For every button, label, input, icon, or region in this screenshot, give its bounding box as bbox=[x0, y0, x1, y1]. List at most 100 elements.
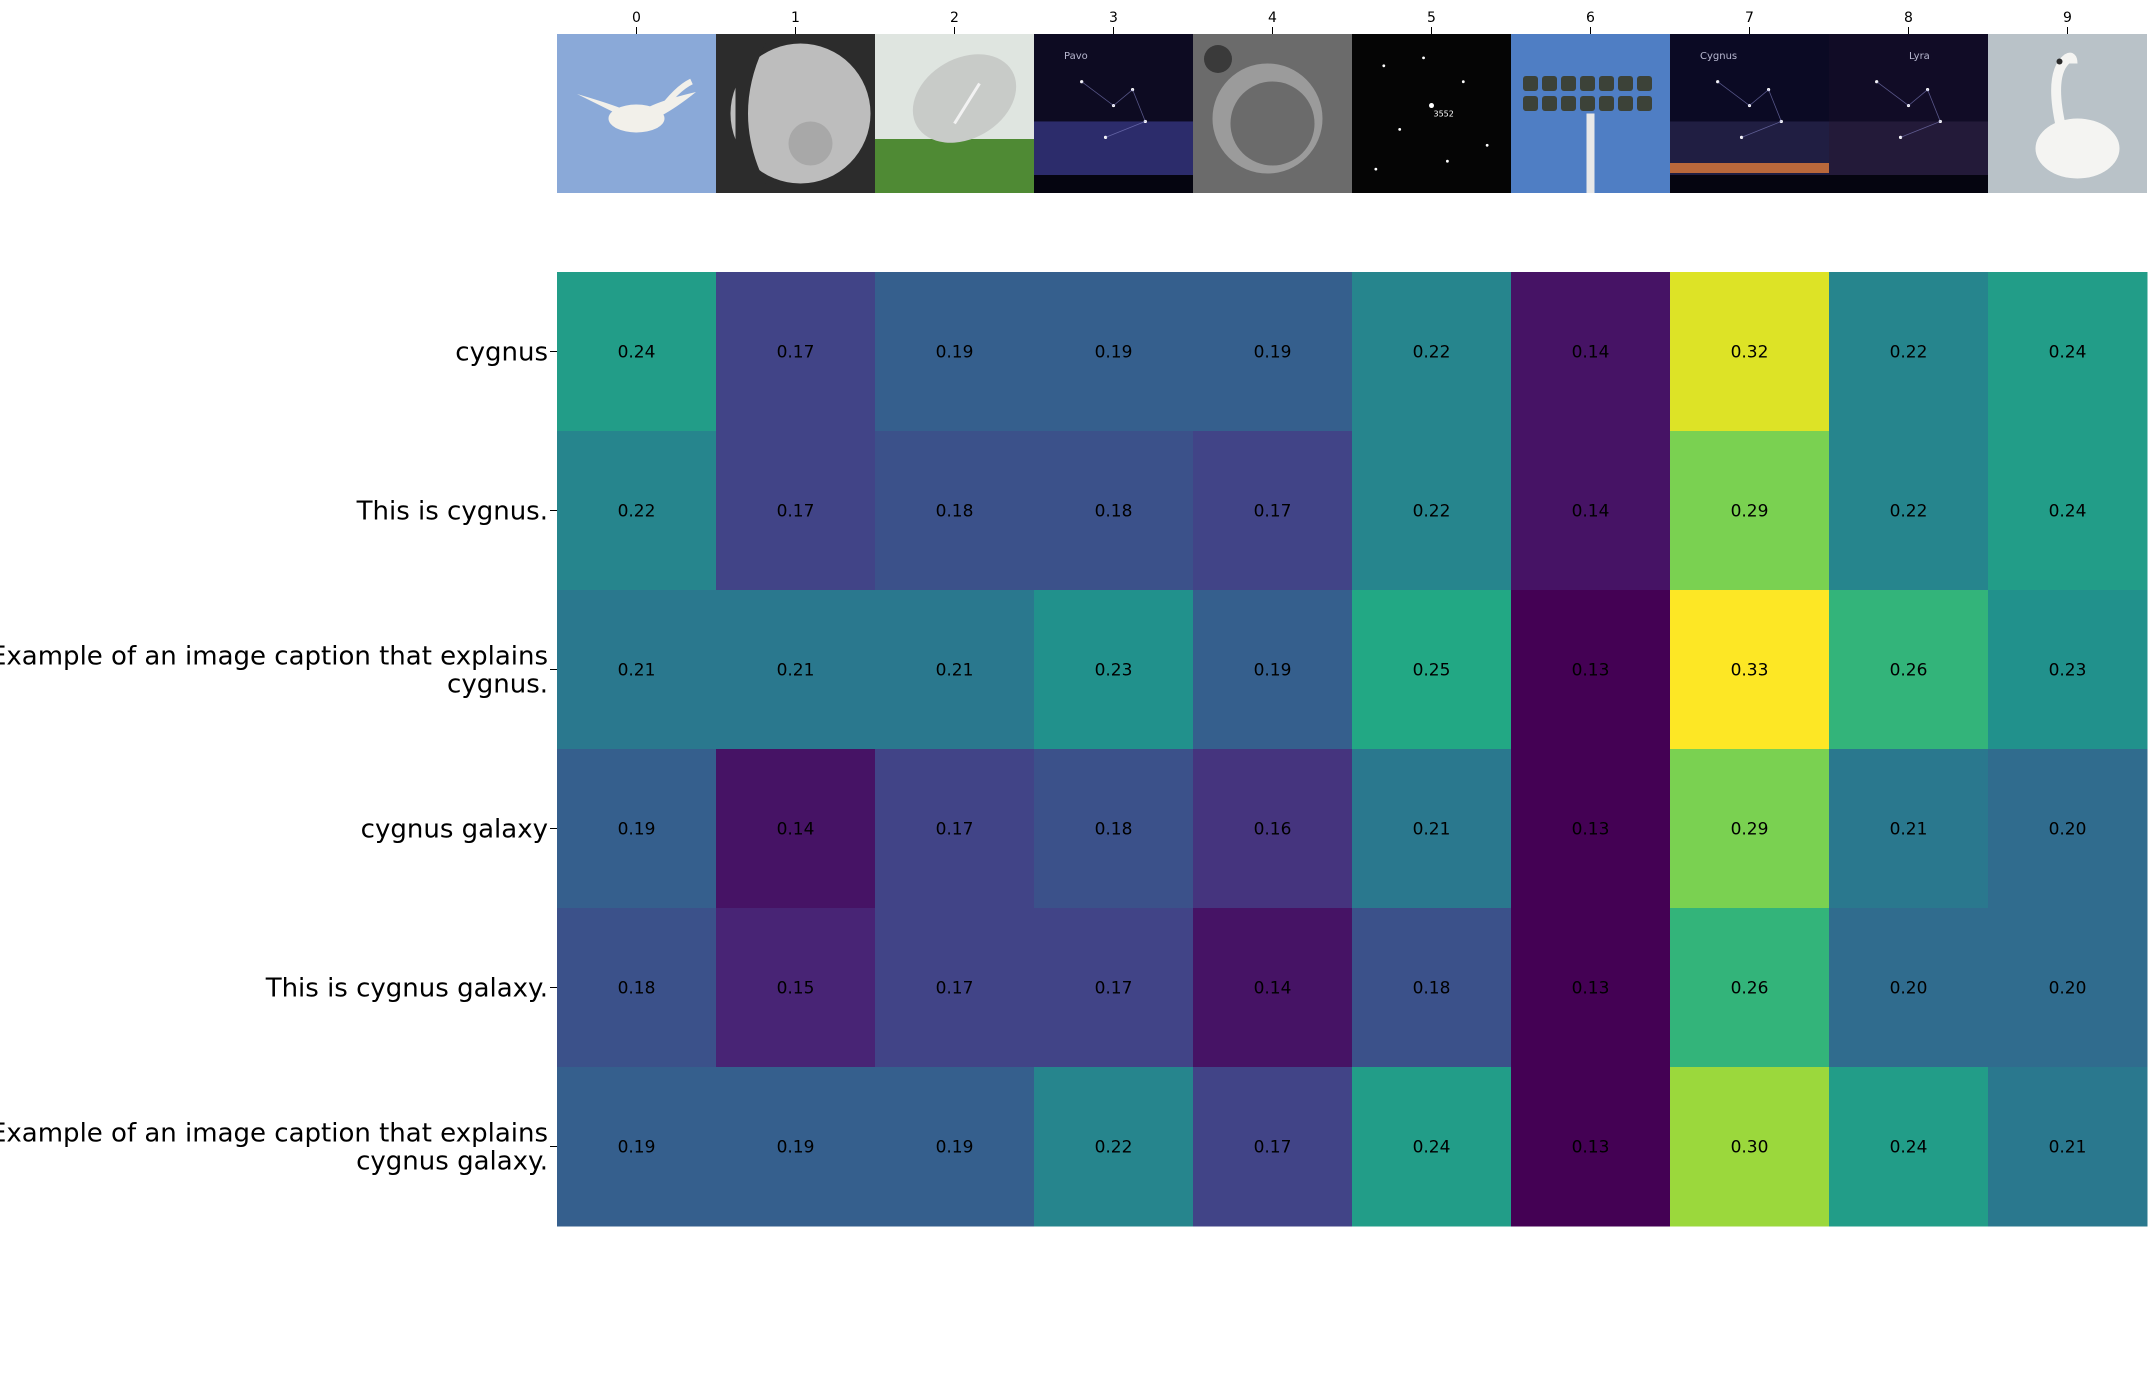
heatmap-cell bbox=[716, 1067, 876, 1227]
heatmap-cell bbox=[716, 431, 876, 591]
heatmap-cell bbox=[1829, 431, 1989, 591]
heatmap-cell bbox=[875, 749, 1035, 909]
heatmap-cell bbox=[1511, 749, 1671, 909]
image-thumbnail bbox=[557, 34, 716, 193]
heatmap-cell bbox=[1034, 431, 1194, 591]
heatmap-cell bbox=[1352, 590, 1512, 750]
floodlight-lamp-shape bbox=[1637, 76, 1652, 91]
cell-value-label: 0.13 bbox=[1572, 1138, 1610, 1158]
floodlight-lamp-shape bbox=[1561, 76, 1576, 91]
heatmap-cell bbox=[875, 431, 1035, 591]
heatmap-cell bbox=[557, 749, 717, 909]
cell-value-label: 0.18 bbox=[1095, 820, 1133, 840]
column-tick-label: 6 bbox=[1586, 10, 1595, 26]
cell-value-label: 0.14 bbox=[777, 820, 815, 840]
cell-value-label: 0.19 bbox=[1254, 343, 1292, 363]
heatmap-cell bbox=[557, 590, 717, 750]
column-tick-label: 7 bbox=[1745, 10, 1754, 26]
heatmap-cell bbox=[1670, 749, 1830, 909]
image-thumbnail-strip: Pavo 3552 Cygnus Lyra bbox=[557, 34, 2147, 193]
star-shape bbox=[1461, 80, 1465, 84]
cell-value-label: 0.21 bbox=[1413, 820, 1451, 840]
cell-value-label: 0.19 bbox=[936, 1138, 974, 1158]
heatmap-cell bbox=[1034, 1067, 1194, 1227]
cell-value-label: 0.17 bbox=[1254, 1138, 1292, 1158]
heatmap-cell bbox=[1829, 1067, 1989, 1227]
column-tick-label: 4 bbox=[1268, 10, 1277, 26]
row-tick-label: cygnus bbox=[455, 338, 548, 368]
light-pole-shape bbox=[1586, 113, 1595, 193]
cell-value-label: 0.24 bbox=[1413, 1138, 1451, 1158]
image-thumbnail: Pavo bbox=[1034, 34, 1193, 193]
swan-beak-shape bbox=[2056, 58, 2063, 65]
floodlight-lamp-shape bbox=[1523, 96, 1538, 111]
heatmap-cell bbox=[1988, 1067, 2148, 1227]
cell-value-label: 0.17 bbox=[936, 820, 974, 840]
ground-silhouette-shape bbox=[1670, 175, 1829, 193]
column-tick-label: 1 bbox=[791, 10, 800, 26]
cell-value-label: 0.14 bbox=[1572, 343, 1610, 363]
moon-disc-shape bbox=[730, 43, 871, 184]
cell-value-label: 0.22 bbox=[1890, 502, 1928, 522]
cell-value-label: 0.21 bbox=[1890, 820, 1928, 840]
heatmap-cell bbox=[1352, 272, 1512, 432]
constellation-label: Cygnus bbox=[1700, 51, 1737, 62]
trees-shape bbox=[875, 139, 1034, 193]
cell-value-label: 0.23 bbox=[2049, 661, 2087, 681]
heatmap-cell bbox=[1352, 908, 1512, 1068]
row-tick-label: This is cygnus. bbox=[356, 497, 548, 527]
floodlight-lamp-shape bbox=[1561, 96, 1576, 111]
cell-value-label: 0.24 bbox=[2049, 343, 2087, 363]
column-index-axis: 0 1 2 3 4 5 6 7 8 9 bbox=[632, 10, 2072, 34]
cell-value-label: 0.17 bbox=[936, 979, 974, 999]
cell-value-label: 0.24 bbox=[1890, 1138, 1928, 1158]
thumbnail-background bbox=[1352, 34, 1511, 193]
cell-value-label: 0.24 bbox=[618, 343, 656, 363]
cell-value-label: 0.15 bbox=[777, 979, 815, 999]
swan-neck-shape bbox=[656, 78, 693, 116]
heatmap-cell bbox=[716, 749, 876, 909]
cell-value-label: 0.14 bbox=[1254, 979, 1292, 999]
floodlight-lamp-shape bbox=[1599, 96, 1614, 111]
cell-value-label: 0.21 bbox=[618, 661, 656, 681]
heatmap-cell bbox=[1670, 272, 1830, 432]
heatmap-cell bbox=[1511, 431, 1671, 591]
heatmap-cell bbox=[1829, 749, 1989, 909]
image-thumbnail bbox=[716, 34, 875, 193]
swan-neck-shape bbox=[2051, 52, 2078, 135]
heatmap-cell bbox=[1511, 1067, 1671, 1227]
heatmap-cell bbox=[1988, 431, 2148, 591]
cell-value-label: 0.18 bbox=[936, 502, 974, 522]
cell-value-label: 0.30 bbox=[1731, 1138, 1769, 1158]
heatmap-cell bbox=[1988, 272, 2148, 432]
cell-value-label: 0.13 bbox=[1572, 661, 1610, 681]
heatmap-cell bbox=[557, 272, 717, 432]
heatmap-cell bbox=[1034, 749, 1194, 909]
constellation-label: Lyra bbox=[1909, 51, 1930, 62]
cell-value-label: 0.29 bbox=[1731, 502, 1769, 522]
heatmap-cell bbox=[716, 908, 876, 1068]
heatmap-cell bbox=[875, 272, 1035, 432]
constellation-line-shape bbox=[1081, 81, 1146, 138]
heatmap-cell bbox=[875, 908, 1035, 1068]
floodlight-lamp-shape bbox=[1542, 76, 1557, 91]
cell-value-label: 0.26 bbox=[1890, 661, 1928, 681]
image-thumbnail: Cygnus bbox=[1670, 34, 1829, 193]
heatmap-cell bbox=[1988, 749, 2148, 909]
heatmap-cell bbox=[875, 1067, 1035, 1227]
telescope-arm-shape bbox=[953, 82, 981, 125]
horizon-glow-shape bbox=[1670, 163, 1829, 173]
heatmap-cell bbox=[1034, 908, 1194, 1068]
heatmap-cell bbox=[1670, 431, 1830, 591]
cell-value-label: 0.19 bbox=[1254, 661, 1292, 681]
ground-silhouette-shape bbox=[1034, 175, 1193, 193]
heatmap-cell bbox=[1352, 1067, 1512, 1227]
heatmap-cell bbox=[1829, 908, 1989, 1068]
star-shape bbox=[1446, 159, 1449, 163]
cell-value-label: 0.19 bbox=[777, 1138, 815, 1158]
heatmap-cells: 0.24 0.17 0.19 0.19 0.19 0.22 0.14 0.32 0.22 0.24… bbox=[557, 272, 2148, 1227]
star-label: 3552 bbox=[1434, 110, 1454, 119]
cell-value-label: 0.17 bbox=[777, 502, 815, 522]
heatmap-cell bbox=[716, 272, 876, 432]
cell-value-label: 0.20 bbox=[2049, 979, 2087, 999]
